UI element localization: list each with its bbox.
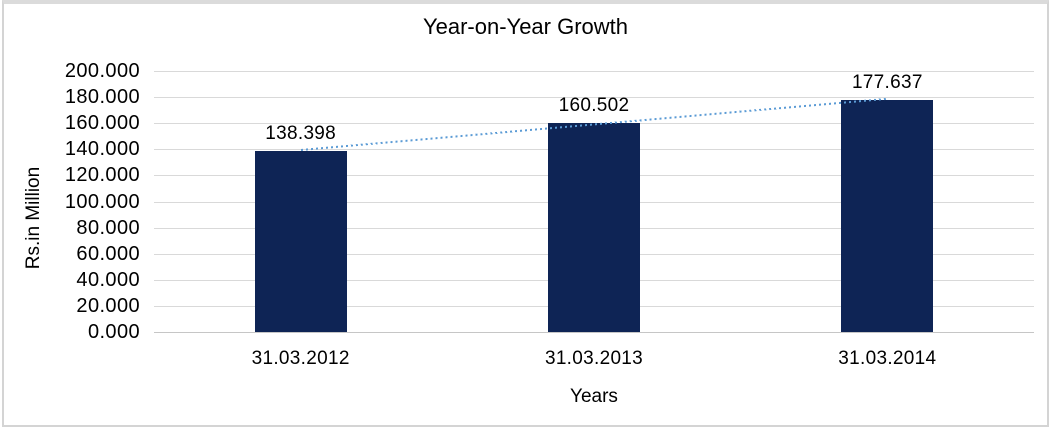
y-tick-label: 60.000 <box>76 243 140 265</box>
y-tick-label: 120.000 <box>64 164 140 186</box>
x-tick-label: 31.03.2013 <box>544 348 644 369</box>
x-tick-label: 31.03.2012 <box>251 348 350 369</box>
gridline <box>154 71 1034 72</box>
gridline <box>154 97 1034 98</box>
x-axis-title: Years <box>570 386 618 407</box>
y-tick-label: 20.000 <box>76 295 140 317</box>
y-axis-title: Rs.in Million <box>23 166 44 270</box>
chart-title: Year-on-Year Growth <box>422 14 629 39</box>
y-tick-label: 160.000 <box>64 112 140 134</box>
x-axis-line <box>154 332 1034 333</box>
bar <box>254 151 347 332</box>
bar <box>841 100 934 332</box>
bar-data-label: 160.502 <box>558 94 630 116</box>
x-tick-label: 31.03.2014 <box>838 348 937 369</box>
y-tick-label: 0.000 <box>87 321 140 343</box>
y-tick-label: 180.000 <box>64 86 140 108</box>
y-tick-label: 200.000 <box>64 60 140 82</box>
y-tick-label: 40.000 <box>76 269 140 291</box>
bar-data-label: 177.637 <box>851 72 923 94</box>
bar-data-label: 138.398 <box>265 123 337 145</box>
y-tick-label: 100.000 <box>64 191 140 213</box>
y-tick-label: 140.000 <box>64 138 140 160</box>
y-tick-label: 80.000 <box>76 217 140 239</box>
bar <box>548 122 640 332</box>
